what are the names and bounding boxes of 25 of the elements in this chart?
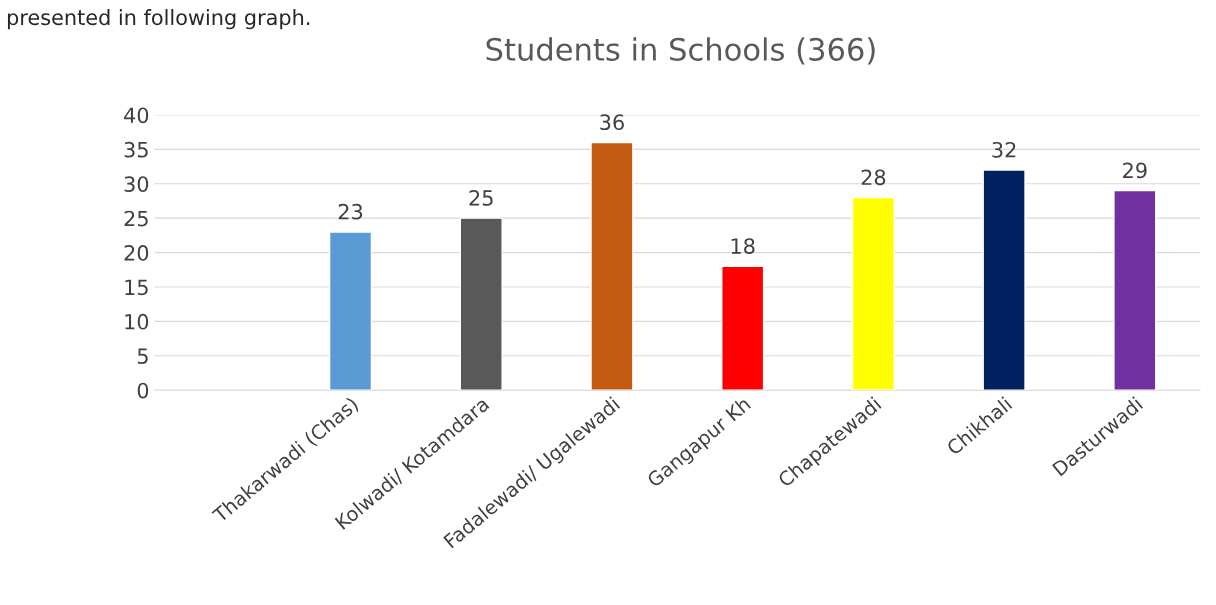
bar: [328, 231, 373, 391]
bar: [851, 196, 896, 391]
data-label: 32: [992, 141, 1016, 158]
y-tick-label: 15: [125, 279, 148, 296]
y-tick-label: 0: [137, 382, 149, 399]
bar: [982, 169, 1026, 391]
data-label: 36: [600, 114, 624, 131]
bar: [1113, 189, 1157, 391]
bar: [459, 217, 503, 391]
y-tick-label: 20: [124, 245, 149, 261]
data-label: 18: [731, 238, 755, 254]
bar: [590, 141, 634, 391]
y-tick-label: 25: [124, 210, 148, 227]
text: presented in following graph.: [7, 9, 310, 30]
chart-title: Students in Schools (366): [486, 37, 875, 65]
bar: [721, 265, 765, 391]
y-tick-label: 5: [137, 348, 148, 365]
y-tick-label: 40: [124, 107, 149, 124]
data-label: 25: [469, 190, 493, 206]
y-tick-label: 10: [125, 313, 149, 330]
y-tick-label: 35: [124, 141, 148, 158]
data-label: 23: [338, 203, 363, 220]
y-tick-label: 30: [124, 176, 149, 192]
data-label: 29: [1123, 162, 1147, 179]
data-label: 28: [861, 169, 886, 186]
